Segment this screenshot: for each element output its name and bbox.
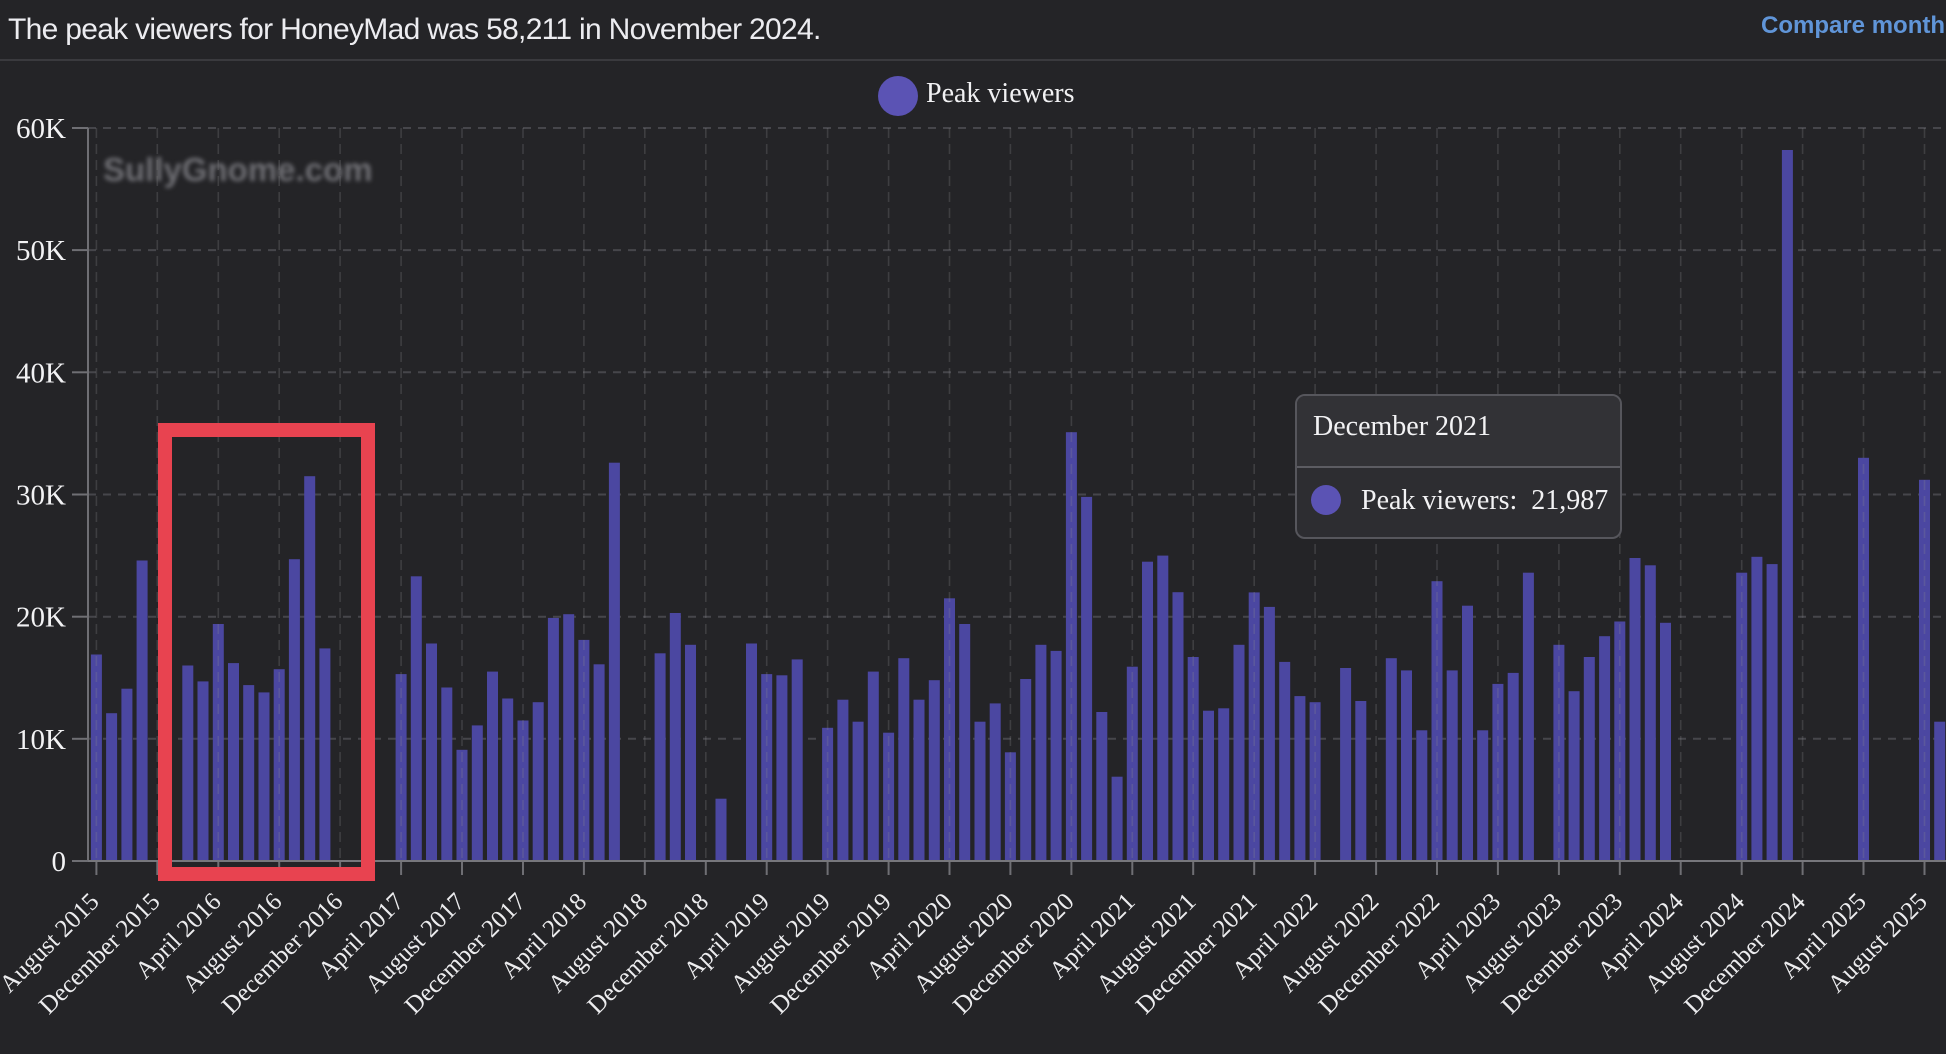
svg-text:40K: 40K xyxy=(16,357,66,389)
svg-text:50K: 50K xyxy=(16,235,66,267)
svg-text:20K: 20K xyxy=(16,602,66,634)
svg-text:0: 0 xyxy=(52,846,67,878)
svg-text:30K: 30K xyxy=(16,480,66,512)
svg-text:10K: 10K xyxy=(16,724,66,756)
svg-text:60K: 60K xyxy=(16,113,66,145)
